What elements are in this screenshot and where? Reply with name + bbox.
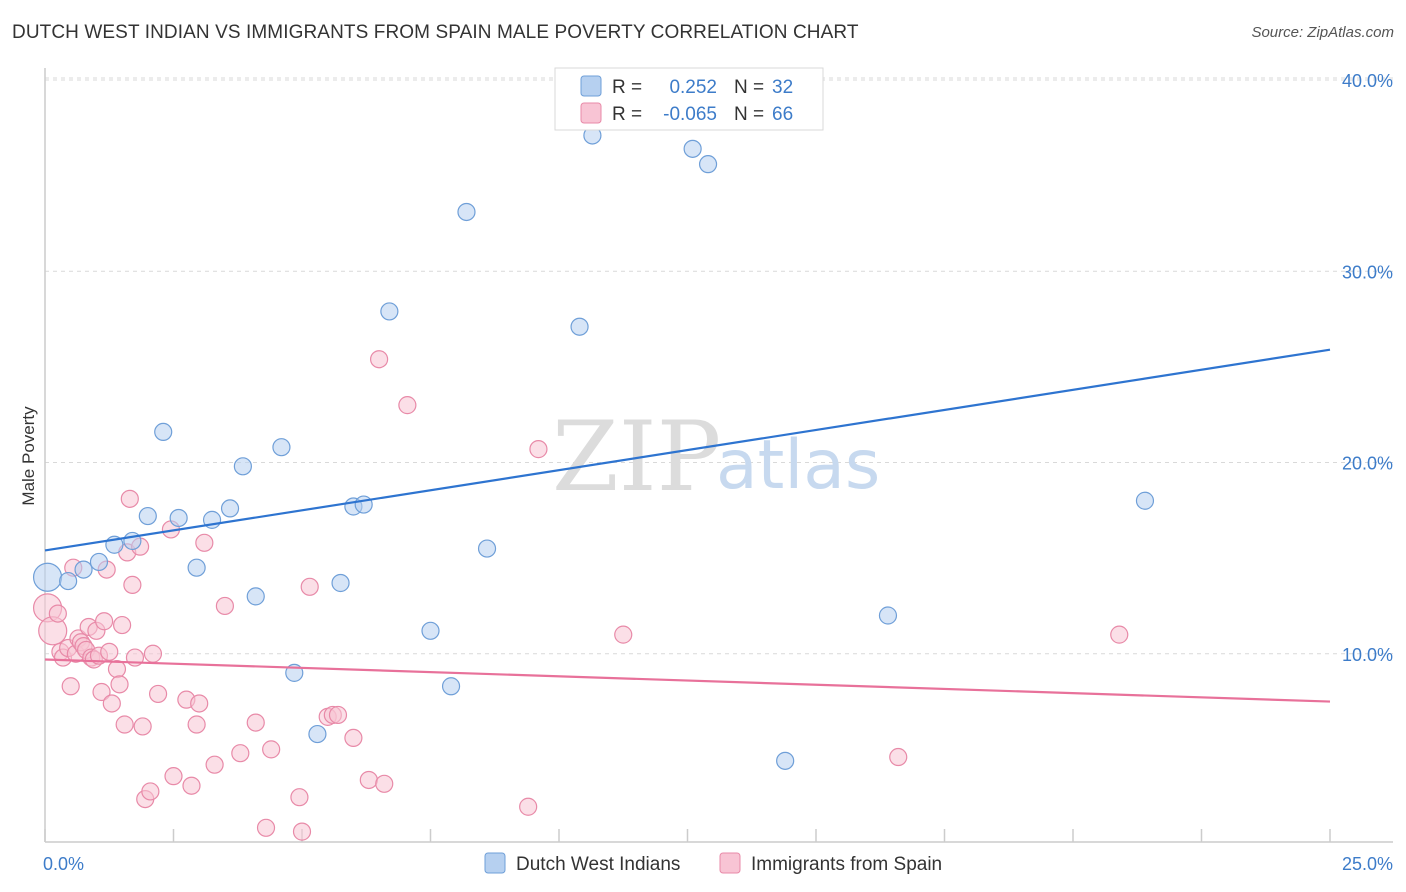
point-blue bbox=[233, 457, 252, 476]
point-pink bbox=[292, 822, 312, 841]
source-label: Source: ZipAtlas.com bbox=[1251, 24, 1394, 41]
series-legend-label-pink: Immigrants from Spain bbox=[751, 854, 942, 875]
series-legend-swatch-blue bbox=[484, 852, 506, 874]
point-pink bbox=[256, 818, 276, 837]
point-blue bbox=[59, 571, 78, 591]
point-pink bbox=[164, 767, 183, 786]
point-pink bbox=[182, 776, 201, 795]
point-blue bbox=[683, 139, 702, 158]
point-blue bbox=[32, 562, 63, 592]
point-pink bbox=[215, 596, 234, 616]
x-tick-label-max: 25.0% bbox=[1342, 854, 1393, 874]
point-pink bbox=[375, 774, 394, 793]
point-pink bbox=[102, 694, 121, 713]
point-blue bbox=[421, 621, 440, 640]
point-blue bbox=[477, 539, 497, 558]
point-pink bbox=[262, 740, 281, 759]
point-pink bbox=[370, 350, 389, 369]
point-pink bbox=[300, 577, 319, 596]
watermark-atlas: atlas bbox=[716, 426, 880, 505]
point-pink bbox=[61, 677, 80, 696]
point-pink bbox=[120, 489, 139, 508]
point-pink bbox=[344, 728, 363, 748]
point-blue bbox=[331, 573, 350, 593]
point-blue bbox=[380, 302, 399, 321]
point-blue bbox=[354, 495, 373, 514]
point-blue bbox=[308, 724, 327, 744]
legend-n-value-blue: 32 bbox=[772, 77, 793, 98]
legend-swatch-pink bbox=[580, 102, 602, 124]
point-blue bbox=[187, 558, 206, 577]
point-pink bbox=[359, 770, 378, 790]
y-tick-label: 40.0% bbox=[1342, 71, 1393, 91]
point-blue bbox=[1135, 491, 1155, 510]
point-blue bbox=[220, 499, 240, 518]
point-blue bbox=[457, 202, 476, 222]
legend-r-label-blue: R = bbox=[612, 77, 642, 98]
point-pink bbox=[112, 615, 132, 635]
point-pink bbox=[141, 782, 160, 801]
point-pink bbox=[398, 396, 417, 415]
point-pink bbox=[1110, 625, 1129, 644]
legend-r-label-pink: R = bbox=[612, 104, 642, 125]
point-pink bbox=[187, 715, 206, 734]
trend-line-blue bbox=[44, 348, 1331, 552]
gridlines bbox=[45, 77, 1393, 655]
point-blue bbox=[272, 438, 291, 457]
point-pink bbox=[110, 675, 129, 694]
point-pink bbox=[123, 575, 142, 595]
point-pink bbox=[100, 642, 119, 661]
y-axis-title: Male Poverty bbox=[19, 406, 38, 506]
point-pink bbox=[190, 694, 209, 713]
point-blue bbox=[169, 508, 188, 528]
point-blue bbox=[776, 751, 795, 770]
point-pink bbox=[48, 604, 67, 623]
tick-labels: 10.0% 20.0% 30.0% 40.0% 0.0% 25.0% bbox=[43, 71, 1393, 874]
point-blue bbox=[441, 677, 461, 696]
legend-r-value-pink: -0.065 bbox=[663, 104, 717, 125]
y-tick-label: 10.0% bbox=[1342, 645, 1393, 665]
legend-n-label-blue: N = bbox=[734, 77, 764, 98]
point-pink bbox=[133, 717, 152, 736]
legend-swatch-blue bbox=[580, 75, 602, 97]
trend-lines bbox=[44, 348, 1331, 703]
legend-n-value-pink: 66 bbox=[772, 104, 793, 125]
point-pink bbox=[143, 644, 163, 663]
point-pink bbox=[529, 440, 548, 459]
axes bbox=[44, 68, 1393, 843]
point-pink bbox=[328, 705, 348, 725]
point-pink bbox=[519, 797, 538, 816]
point-pink bbox=[246, 713, 265, 732]
point-pink bbox=[205, 755, 224, 774]
point-blue bbox=[570, 317, 589, 336]
x-tick-label-min: 0.0% bbox=[43, 854, 84, 874]
y-tick-label: 20.0% bbox=[1342, 454, 1393, 474]
point-pink bbox=[290, 788, 309, 807]
legend-n-label-pink: N = bbox=[734, 104, 764, 125]
point-pink bbox=[889, 747, 908, 767]
point-pink bbox=[115, 715, 134, 734]
point-pink bbox=[148, 684, 168, 704]
point-blue bbox=[74, 560, 93, 579]
chart-title: DUTCH WEST INDIAN VS IMMIGRANTS FROM SPA… bbox=[12, 22, 859, 43]
point-blue bbox=[878, 606, 898, 625]
point-blue bbox=[89, 552, 109, 572]
point-blue bbox=[154, 422, 173, 441]
series-legend-swatch-pink bbox=[719, 852, 741, 874]
point-pink bbox=[614, 625, 633, 644]
series-legend-label-blue: Dutch West Indians bbox=[516, 854, 680, 875]
point-blue bbox=[698, 155, 718, 174]
point-blue bbox=[138, 506, 157, 526]
point-pink bbox=[92, 682, 111, 702]
series-legend: Dutch West Indians Immigrants from Spain bbox=[484, 852, 942, 875]
stats-legend: R = 0.252 N = 32 R = -0.065 N = 66 bbox=[554, 67, 824, 131]
point-pink bbox=[95, 612, 114, 631]
trend-line-pink bbox=[44, 658, 1331, 703]
point-pink bbox=[231, 744, 250, 763]
legend-r-value-blue: 0.252 bbox=[669, 77, 717, 98]
y-tick-label: 30.0% bbox=[1342, 262, 1393, 282]
point-blue bbox=[246, 587, 265, 606]
point-pink bbox=[195, 533, 214, 552]
